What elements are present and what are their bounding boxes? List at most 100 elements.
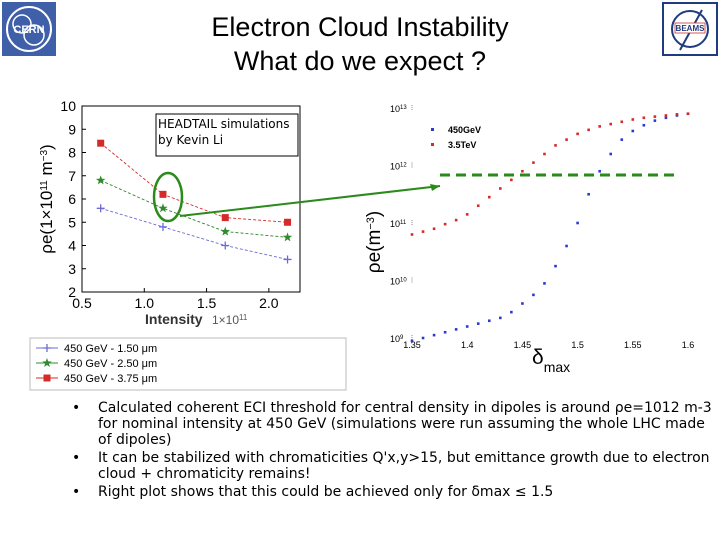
right-series-2-point (521, 169, 524, 173)
title-line-2: What do we expect ? (233, 46, 487, 76)
legend-swatch-marker (43, 344, 51, 352)
left-series-1-point (221, 241, 230, 250)
right-series-1-point (499, 316, 502, 320)
right-series-1-point (642, 123, 646, 127)
right-series-2-point (510, 178, 513, 182)
right-series-1-point (532, 293, 535, 297)
legend-entry-2: 450 GeV - 2.50 μm (64, 358, 157, 370)
right-series-2-point (554, 144, 557, 147)
legend-swatch-marker (43, 374, 51, 382)
left-legend (29, 337, 347, 391)
title-line-1: Electron Cloud Instability (211, 12, 509, 42)
right-series-1-point (543, 282, 546, 285)
left-xlabel-mult: 1×10 (212, 313, 239, 327)
right-xtick-label: 1.45 (514, 340, 532, 350)
bullet-1: • Calculated coherent ECI threshold for … (72, 400, 712, 448)
right-series-1-point (565, 244, 568, 248)
left-series-2-point (95, 175, 106, 185)
right-series-2-point (487, 195, 491, 199)
right-series-1-point (653, 119, 657, 122)
right-ylabel: ρe(m (364, 230, 385, 274)
left-ytick-label: 6 (68, 191, 76, 207)
bullet-2: • It can be stabilized with chromaticiti… (72, 450, 712, 482)
highlight-ellipse (152, 171, 184, 223)
left-ytick-label: 9 (68, 121, 76, 137)
right-series-2-point (576, 132, 579, 136)
cern-logo: CERN (2, 2, 56, 56)
right-series-2-point (642, 116, 646, 120)
right-series-2-point (664, 114, 668, 117)
beams-logo-text: BEAMS (676, 24, 706, 33)
bullet-dot: • (72, 400, 81, 416)
right-series-1-point (598, 169, 601, 173)
right-series-1-point (443, 330, 447, 334)
right-chart: 109 1010 1011 1012 1013 1.35 1.4 1.45 1.5 1.55 1.… (364, 104, 694, 375)
right-legend-swatch (431, 143, 434, 146)
left-series-3-point (221, 214, 229, 222)
right-xlabel: δ (532, 346, 544, 369)
left-ytick-label: 8 (68, 145, 76, 161)
left-ytick-label: 2 (68, 284, 76, 300)
left-series-2-point (282, 232, 293, 242)
left-series-2-point (158, 203, 168, 213)
svg-text:ρe(1×1011 m−3): ρe(1×1011 m−3) (37, 144, 56, 253)
right-xtick-label: 1.5 (571, 340, 584, 350)
right-series-1-point (620, 138, 624, 141)
right-series-2-point (653, 115, 657, 118)
cern-logo-text: CERN (13, 24, 44, 36)
right-ylabel-close: ) (364, 211, 385, 217)
left-series-3-point (284, 218, 292, 226)
right-series-2-point (598, 125, 601, 128)
right-ytick-label: 1013 (390, 104, 407, 114)
right-series-1-point (554, 264, 557, 268)
right-series-2-point (499, 187, 502, 190)
right-legend-swatch (431, 128, 434, 131)
left-ylabel-exp: 11 (39, 180, 50, 191)
legend-entry-1: 450 GeV - 1.50 μm (64, 343, 157, 355)
right-series-1-point (421, 336, 425, 340)
right-series-2-point (454, 218, 458, 222)
right-legend-entry-2: 3.5TeV (448, 140, 476, 150)
left-series-1-point (283, 255, 292, 264)
bullet-dot: • (72, 484, 81, 500)
left-xtick-label: 0.5 (72, 295, 92, 311)
left-series-1-point (96, 204, 105, 213)
left-ylabel: ρe(1×10 (37, 191, 56, 254)
bullet-dot: • (72, 450, 81, 466)
annotation-text: HEADTAIL simulations by Kevin Li (158, 117, 290, 147)
left-series-line-3 (100, 142, 288, 223)
right-series-1-point (432, 333, 436, 337)
right-series-2-point (686, 112, 690, 116)
bullet-1-text: Calculated coherent ECI threshold for ce… (98, 400, 712, 448)
left-ytick-label: 5 (68, 214, 76, 230)
right-series-2-point (476, 204, 480, 208)
annotation-box (155, 113, 299, 157)
right-series-2-point (432, 227, 436, 231)
right-series-1-point (487, 319, 491, 323)
right-series-1-point (510, 310, 513, 314)
left-xtick-label: 2.0 (259, 295, 279, 311)
right-series-1-point (476, 322, 480, 325)
svg-text:ρe(m−3): ρe(m−3) (364, 211, 385, 273)
right-y-axis-label: ρe(m−3) (364, 211, 385, 273)
left-ytick-label: 10 (60, 98, 76, 114)
right-xtick-label: 1.55 (624, 340, 642, 350)
bullet-3-text: Right plot shows that this could be achi… (98, 484, 554, 500)
right-xtick-label: 1.35 (403, 340, 421, 350)
left-ytick-label: 3 (68, 261, 76, 277)
annotation-fo: HEADTAIL simulations by Kevin Li (158, 117, 290, 147)
left-ylabel-unit-exp: −3 (39, 150, 50, 162)
left-ylabel-unit: m (37, 161, 56, 180)
right-series-1-point (664, 116, 668, 120)
left-xtick-label: 1.5 (197, 295, 217, 311)
left-ytick-label: 7 (68, 168, 76, 184)
right-series-2-point (620, 120, 624, 124)
left-series-1-point (158, 222, 167, 231)
slide-title: Electron Cloud Instability What do we ex… (120, 10, 600, 78)
right-series-2-point (410, 233, 414, 236)
right-ytick-label: 109 (390, 334, 404, 344)
left-series-2-point (220, 226, 230, 236)
right-xlabel-group: δmax (532, 346, 570, 375)
